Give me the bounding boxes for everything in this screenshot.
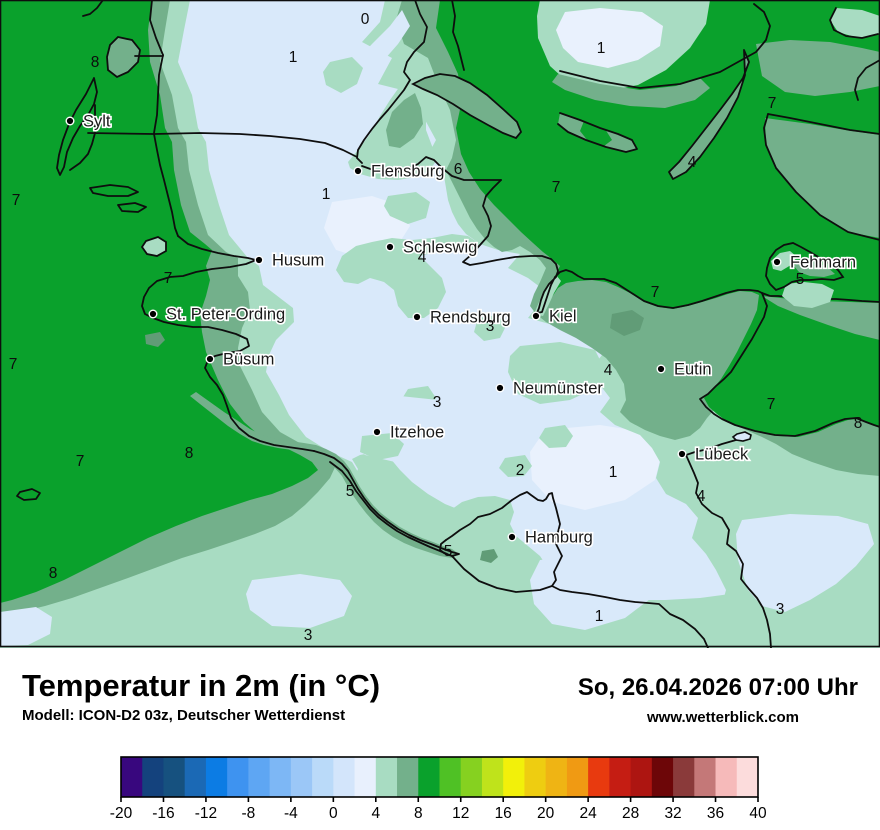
svg-text:-16: -16 [152, 805, 174, 822]
svg-text:St. Peter-Ording: St. Peter-Ording [166, 306, 285, 324]
svg-text:5: 5 [346, 483, 355, 500]
svg-text:Flensburg: Flensburg [371, 163, 444, 181]
svg-text:4: 4 [604, 362, 613, 379]
svg-text:16: 16 [495, 805, 512, 822]
svg-text:1: 1 [595, 608, 604, 625]
svg-text:7: 7 [552, 179, 561, 196]
svg-text:Rendsburg: Rendsburg [430, 309, 511, 327]
svg-text:-12: -12 [195, 805, 217, 822]
svg-text:4: 4 [418, 249, 427, 266]
svg-text:Lübeck: Lübeck [695, 446, 749, 464]
svg-text:7: 7 [12, 192, 21, 209]
svg-text:Husum: Husum [272, 252, 324, 270]
svg-text:Neumünster: Neumünster [513, 380, 603, 398]
svg-text:4: 4 [697, 488, 706, 505]
svg-text:0: 0 [361, 11, 370, 28]
svg-text:32: 32 [664, 805, 681, 822]
svg-text:36: 36 [707, 805, 724, 822]
svg-text:0: 0 [329, 805, 338, 822]
svg-text:1: 1 [597, 40, 606, 57]
svg-text:3: 3 [304, 627, 313, 644]
svg-text:Büsum: Büsum [223, 351, 274, 369]
svg-text:8: 8 [185, 445, 194, 462]
svg-text:3: 3 [433, 394, 442, 411]
svg-text:4: 4 [688, 154, 697, 171]
svg-text:7: 7 [164, 270, 173, 287]
svg-text:7: 7 [768, 95, 777, 112]
svg-text:2: 2 [516, 462, 525, 479]
svg-text:-20: -20 [110, 805, 133, 822]
svg-text:-4: -4 [284, 805, 298, 822]
svg-text:6: 6 [454, 161, 463, 178]
svg-text:7: 7 [76, 453, 85, 470]
svg-text:12: 12 [452, 805, 469, 822]
svg-text:8: 8 [49, 565, 58, 582]
svg-text:Sylt: Sylt [83, 113, 111, 131]
svg-text:1: 1 [609, 464, 618, 481]
svg-text:20: 20 [537, 805, 555, 822]
svg-text:Kiel: Kiel [549, 308, 577, 326]
svg-text:Fehmarn: Fehmarn [790, 254, 856, 272]
svg-text:Hamburg: Hamburg [525, 529, 593, 547]
svg-text:Itzehoe: Itzehoe [390, 424, 444, 442]
svg-text:8: 8 [91, 54, 100, 71]
svg-text:1: 1 [289, 49, 298, 66]
svg-text:3: 3 [486, 318, 495, 335]
svg-text:40: 40 [749, 805, 767, 822]
svg-text:7: 7 [767, 396, 776, 413]
svg-text:24: 24 [580, 805, 598, 822]
svg-text:5: 5 [796, 271, 805, 288]
svg-text:Eutin: Eutin [674, 361, 712, 379]
svg-text:5: 5 [444, 543, 453, 560]
svg-text:4: 4 [371, 805, 380, 822]
svg-text:8: 8 [414, 805, 423, 822]
svg-text:7: 7 [9, 356, 18, 373]
svg-text:Schleswig: Schleswig [403, 239, 477, 257]
svg-text:28: 28 [622, 805, 639, 822]
svg-text:3: 3 [776, 601, 785, 618]
svg-text:-8: -8 [242, 805, 256, 822]
svg-text:7: 7 [651, 284, 660, 301]
svg-text:8: 8 [854, 415, 863, 432]
svg-text:1: 1 [322, 186, 331, 203]
